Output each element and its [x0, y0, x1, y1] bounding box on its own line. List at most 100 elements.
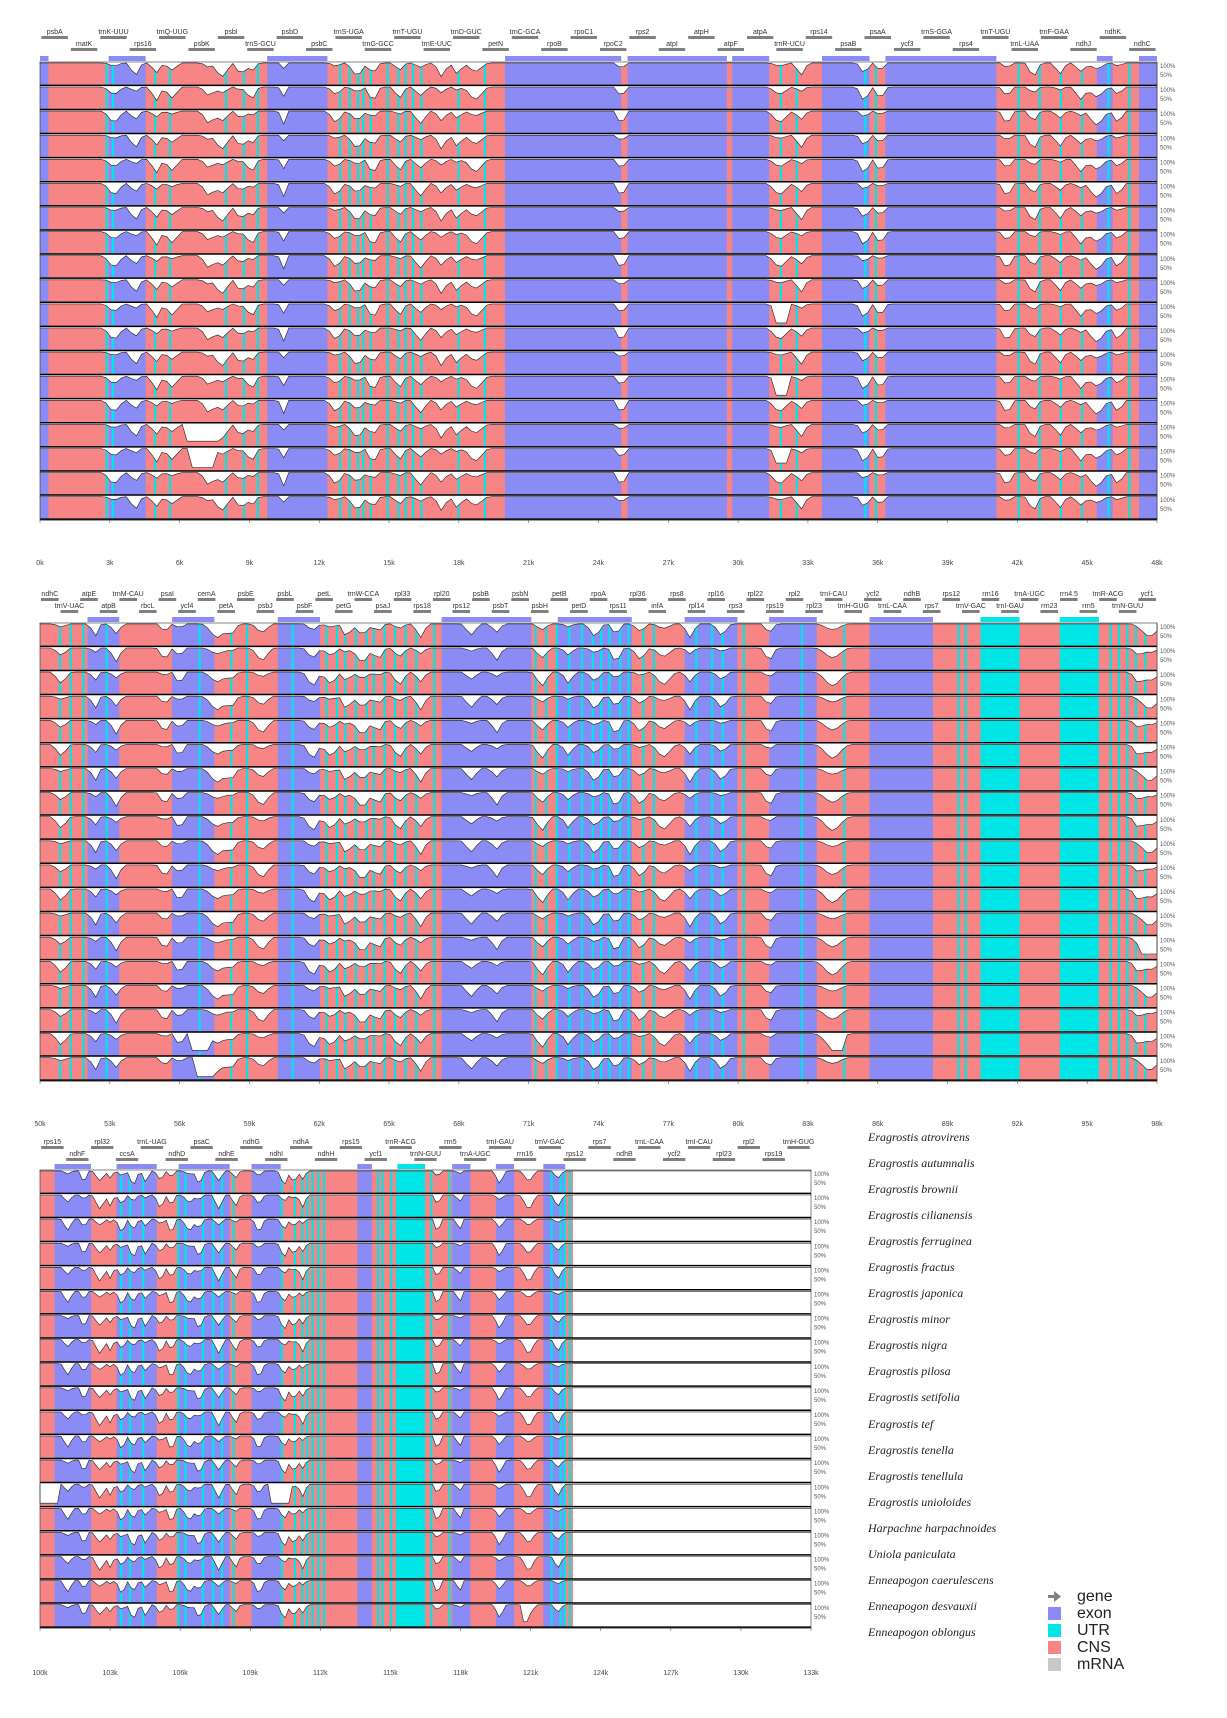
y-axis-label: 100% — [814, 1534, 830, 1540]
gene-arrow — [265, 1158, 288, 1161]
cns-swatch — [1048, 1641, 1061, 1654]
panel-frame — [39, 1169, 812, 1629]
gene-label: trnF-GAA — [1039, 29, 1069, 36]
exon-bar — [543, 1164, 566, 1169]
y-axis-label: 50% — [1160, 730, 1173, 736]
species-label: Eragrostis tenella — [868, 1442, 954, 1457]
similarity-gap — [40, 375, 1157, 396]
gene-arrow — [452, 36, 480, 39]
exon-region — [769, 623, 818, 1081]
gene-label: psaC — [193, 1139, 209, 1146]
y-axis-label: 50% — [1160, 1068, 1173, 1074]
utr-stripe — [1128, 62, 1131, 520]
gene-label: trnA-UGC — [1014, 591, 1045, 598]
gene-label: rps8 — [670, 591, 684, 598]
gene-label: trnH-GUG — [783, 1139, 815, 1146]
similarity-curve — [39, 960, 1158, 976]
gene-arrow — [66, 1158, 89, 1161]
utr-stripe — [201, 1170, 205, 1628]
gene-label: rps14 — [810, 29, 828, 36]
y-axis-label: 50% — [1160, 899, 1173, 905]
gene-arrow — [511, 36, 539, 39]
utr-stripe — [1080, 62, 1084, 520]
utr-stripe — [154, 62, 157, 520]
y-axis-label: 100% — [1160, 1011, 1176, 1017]
y-axis-label: 100% — [1160, 818, 1176, 824]
gene-label: rps15 — [44, 1139, 62, 1146]
x-tick-label: 71k — [523, 1121, 535, 1128]
similarity-curve — [39, 110, 1158, 126]
utr-stripe — [1038, 62, 1041, 520]
similarity-gap — [40, 984, 1157, 1000]
gene-label: psbT — [493, 603, 509, 610]
exon-region — [357, 1170, 373, 1628]
gene-arrow — [668, 598, 686, 601]
y-axis-label: 50% — [814, 1446, 827, 1452]
gene-label: rps11 — [610, 603, 627, 610]
gene-label: trnI-CAU — [685, 1139, 712, 1146]
utr-stripe — [652, 623, 656, 1081]
gene-label: atpB — [101, 603, 116, 610]
exon-region — [869, 623, 934, 1081]
similarity-gap — [40, 1266, 811, 1281]
y-axis-label: 100% — [814, 1244, 830, 1250]
similarity-gap — [40, 671, 1157, 686]
utr-stripe — [291, 623, 294, 1081]
gene-arrow — [335, 36, 362, 39]
gene-arrow — [864, 598, 882, 601]
utr-stripe — [105, 62, 108, 520]
similarity-curve — [39, 1242, 812, 1257]
y-axis-label: 100% — [1160, 281, 1176, 287]
gene-label: rrn4.5 — [1060, 591, 1078, 598]
utr-stripe — [177, 1170, 180, 1628]
utr-stripe — [168, 62, 172, 520]
y-axis-label: 100% — [1160, 160, 1176, 166]
y-axis-label: 100% — [814, 1196, 830, 1202]
x-tick-label: 118k — [453, 1670, 468, 1677]
legend-label-utr: UTR — [1077, 1622, 1110, 1639]
utr-bar — [980, 617, 1020, 622]
similarity-gap — [40, 327, 1157, 342]
gene-arrow — [1118, 610, 1137, 613]
gene-arrow — [513, 1158, 537, 1161]
gene-label: petG — [336, 603, 351, 610]
y-axis-label: 50% — [1160, 169, 1173, 175]
exon-bar — [178, 1164, 230, 1169]
similarity-curve — [39, 1290, 812, 1304]
gene-label: rps12 — [566, 1151, 584, 1158]
gene-arrow — [511, 598, 529, 601]
species-label: Eragrostis atrovirens — [868, 1130, 970, 1144]
gene-label: trnT-UGU — [392, 29, 422, 36]
y-axis-label: 50% — [1160, 755, 1173, 761]
species-label: Eragrostis setifolia — [868, 1390, 960, 1405]
gene-label: psbE — [238, 591, 254, 598]
gene-arrow — [638, 1146, 661, 1149]
y-axis-label: 50% — [814, 1422, 827, 1428]
gene-label: trnL-CAA — [878, 603, 907, 610]
similarity-curve — [39, 1008, 1158, 1024]
y-axis-label: 100% — [1160, 746, 1176, 752]
gene-label: petA — [219, 603, 234, 610]
gene-arrow — [80, 598, 98, 601]
x-tick-label: 106k — [173, 1670, 189, 1677]
gene-label: rps18 — [413, 603, 431, 610]
gene-label: matK — [76, 41, 93, 48]
gene-label: ycf1 — [369, 1151, 382, 1158]
gene-arrow — [423, 48, 451, 51]
gene-arrow — [215, 1158, 238, 1161]
gene-arrow — [178, 610, 196, 613]
y-axis-label: 50% — [1160, 121, 1173, 127]
x-tick-label: 30k — [732, 560, 744, 567]
similarity-curve — [39, 230, 1158, 246]
gene-label: rpl20 — [434, 591, 450, 598]
y-axis-label: 50% — [1160, 851, 1173, 857]
utr-stripe — [559, 1170, 562, 1628]
gene-label: ndhB — [616, 1151, 633, 1158]
utr-stripe — [1134, 623, 1138, 1081]
gene-arrow — [414, 1158, 437, 1161]
gene-arrow — [1011, 48, 1038, 51]
gene-arrow — [982, 36, 1009, 39]
gene-arrow — [247, 48, 274, 51]
similarity-curve — [39, 1435, 812, 1449]
